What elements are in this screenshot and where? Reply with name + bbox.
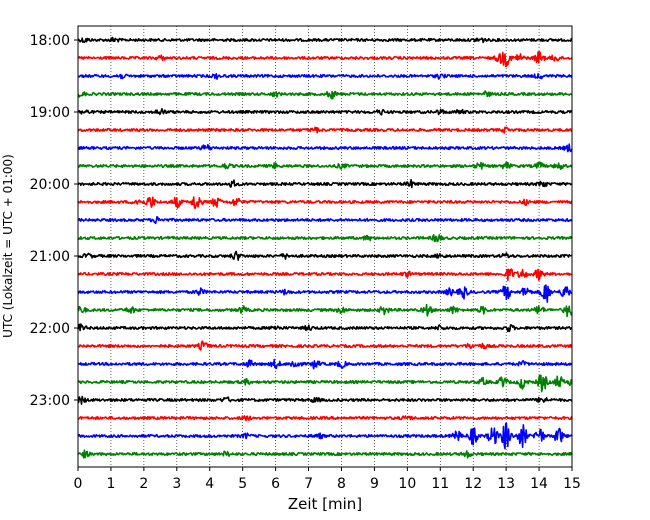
- x-tick-label: 11: [431, 476, 449, 492]
- x-tick-label: 5: [238, 476, 247, 492]
- trace-2230: [77, 358, 573, 370]
- x-tick-label: 7: [304, 476, 313, 492]
- plot-border: [77, 25, 573, 468]
- x-axis-ticks: 0 1 2 3 4 5 6 7 8 9 10 11 12 13 14 15: [74, 467, 581, 492]
- x-tick-label: 6: [271, 476, 280, 492]
- y-tick-label: 22:00: [30, 321, 70, 337]
- trace-1800: [77, 36, 573, 44]
- trace-1930: [77, 143, 573, 153]
- trace-2245: [77, 374, 573, 393]
- trace-2315: [77, 415, 573, 422]
- trace-2030: [77, 216, 573, 225]
- trace-2330: [77, 422, 573, 450]
- y-tick-label: 18:00: [30, 33, 70, 49]
- trace-1815: [77, 50, 573, 68]
- x-tick-label: 15: [563, 476, 581, 492]
- y-tick-label: 21:00: [30, 249, 70, 265]
- x-tick-label: 3: [172, 476, 181, 492]
- seismogram-traces: [77, 36, 573, 459]
- x-tick-label: 0: [74, 476, 83, 492]
- trace-2300: [77, 395, 573, 405]
- trace-2130: [77, 284, 573, 303]
- trace-2200: [77, 323, 573, 333]
- y-axis-title: UTC (Lokalzeit = UTC + 01:00): [1, 154, 15, 338]
- y-tick-label: 23:00: [30, 393, 70, 409]
- trace-1915: [77, 126, 573, 134]
- trace-2100: [77, 250, 573, 261]
- x-tick-label: 1: [106, 476, 115, 492]
- trace-2000: [77, 179, 573, 189]
- trace-1900: [77, 108, 573, 116]
- trace-2045: [77, 234, 573, 243]
- y-axis-ticks: 18:00 19:00 20:00 21:00 22:00 23:00: [30, 33, 78, 409]
- trace-2215: [77, 340, 573, 351]
- x-tick-label: 4: [205, 476, 214, 492]
- trace-1945: [77, 161, 573, 170]
- y-tick-label: 20:00: [30, 177, 70, 193]
- trace-1830: [77, 73, 573, 80]
- plot-area: [78, 26, 572, 467]
- y-tick-label: 19:00: [30, 105, 70, 121]
- x-tick-label: 12: [464, 476, 482, 492]
- x-tick-label: 2: [139, 476, 148, 492]
- trace-2115: [77, 268, 573, 282]
- x-tick-label: 9: [370, 476, 379, 492]
- trace-2145: [77, 303, 573, 318]
- x-tick-label: 8: [337, 476, 346, 492]
- x-tick-label: 14: [530, 476, 548, 492]
- trace-1845: [77, 90, 573, 100]
- x-axis-title: Zeit [min]: [288, 495, 362, 513]
- trace-2345: [77, 449, 573, 459]
- trace-2015: [77, 196, 573, 210]
- x-tick-label: 13: [497, 476, 515, 492]
- x-tick-label: 10: [398, 476, 416, 492]
